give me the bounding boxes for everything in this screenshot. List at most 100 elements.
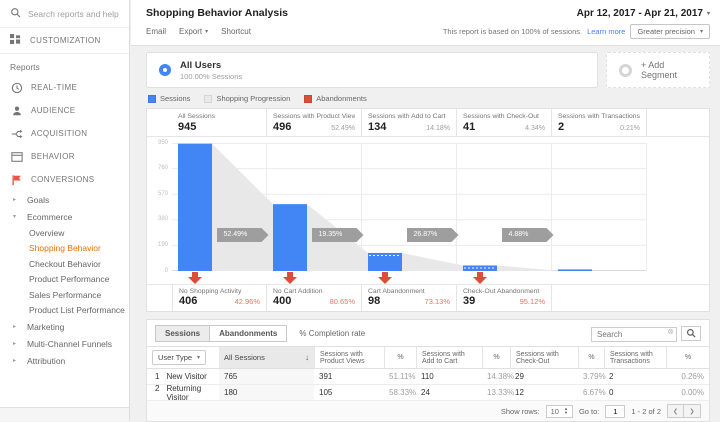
shopping-funnel-card: All Sessions 945 Sessions with Product V… (146, 108, 710, 312)
stage-pct: 4.34% (525, 125, 545, 132)
funnel-chart (172, 143, 647, 271)
column-header-product-views[interactable]: Sessions with Product Views (314, 347, 384, 368)
sidebar-item-label: AUDIENCE (31, 106, 76, 115)
export-button[interactable]: Export ▾ (179, 27, 208, 36)
sidebar-item-audience[interactable]: AUDIENCE (0, 99, 129, 122)
sidebar-item-real-time[interactable]: REAL-TIME (0, 76, 129, 99)
date-range-picker[interactable]: Apr 12, 2017 - Apr 21, 2017 ▾ (577, 8, 710, 19)
row-user-type: New Visitor (166, 372, 207, 381)
sidebar-item-behavior[interactable]: BEHAVIOR (0, 145, 129, 168)
learn-more-link[interactable]: Learn more (587, 27, 626, 36)
abandonment-value: 400 (273, 295, 292, 307)
column-header-label: % (493, 354, 500, 361)
window-icon (10, 150, 23, 163)
show-rows-select[interactable]: 10 ▲ ▼ (545, 404, 573, 418)
column-header-add-to-cart[interactable]: Sessions with Add to Cart (416, 347, 482, 368)
report-header: Shopping Behavior Analysis Apr 12, 2017 … (131, 0, 720, 46)
table-search-input[interactable] (591, 327, 677, 342)
sidebar-item-marketing[interactable]: ▸ Marketing (0, 318, 129, 335)
column-header-pct[interactable]: % (666, 347, 709, 368)
column-header-label: Sessions with Check-Out (516, 350, 559, 365)
abandonment-arrow-icon (378, 272, 392, 284)
sidebar-item-goals[interactable]: ▸ Goals (0, 191, 129, 208)
sidebar-search[interactable] (0, 0, 129, 28)
abandonment-cart-abandonment: Cart Abandonment 98 73.13% (362, 285, 457, 311)
sidebar-item-label: CONVERSIONS (31, 175, 95, 184)
tab-abandonments[interactable]: Abandonments (210, 324, 288, 342)
cell-add-to-cart: 110 (421, 372, 434, 381)
column-header-transactions[interactable]: Sessions with Transactions (604, 347, 666, 368)
clear-search-icon[interactable]: ⊗ (667, 326, 674, 336)
search-submit-button[interactable] (681, 325, 701, 341)
sidebar-item-label: REAL-TIME (31, 83, 78, 92)
add-segment-button[interactable]: + Add Segment (606, 52, 710, 88)
funnel-bar (273, 204, 307, 271)
column-header-check-out[interactable]: Sessions with Check-Out (510, 347, 578, 368)
column-header-pct[interactable]: % (384, 347, 416, 368)
table-row[interactable]: 2 Returning Visitor 180 105 58.33% 24 13.… (147, 384, 709, 402)
funnel-stage-transactions: Sessions with Transactions 2 0.21% (552, 109, 647, 136)
stage-label: Sessions with Check-Out (463, 113, 539, 120)
goto-label: Go to: (578, 406, 600, 416)
cell-pct: 0.26% (681, 372, 704, 381)
abandonment-label: No Cart Addition (273, 288, 323, 295)
sidebar-item-ecommerce[interactable]: ▾ Ecommerce (0, 208, 129, 225)
user-type-dropdown[interactable]: User Type ▾ (152, 350, 207, 365)
stepper-icon: ▲ ▼ (563, 406, 568, 415)
row-index: 1 (155, 372, 160, 381)
funnel-stage-check-out: Sessions with Check-Out 41 4.34% (457, 109, 552, 136)
column-header-all-sessions[interactable]: All Sessions ↓ (219, 347, 314, 368)
sidebar-item-label: Product Performance (29, 274, 110, 285)
customization-icon (10, 34, 21, 47)
sidebar-item-overview[interactable]: Overview (0, 225, 129, 241)
sidebar-item-customization[interactable]: CUSTOMIZATION (0, 28, 129, 54)
next-page-button[interactable]: ❯ (684, 404, 701, 418)
column-header-pct[interactable]: % (578, 347, 604, 368)
legend-swatch-icon (304, 94, 313, 103)
goto-page-input[interactable] (605, 404, 626, 418)
email-button[interactable]: Email (146, 27, 167, 36)
chevron-down-icon: ▾ (706, 10, 710, 17)
sidebar-item-shopping-behavior[interactable]: Shopping Behavior (0, 241, 129, 257)
sidebar-item-product-performance[interactable]: Product Performance (0, 272, 129, 288)
sidebar-item-conversions[interactable]: CONVERSIONS (0, 168, 129, 191)
chevron-right-icon: ▸ (13, 358, 17, 364)
completion-rate-toggle[interactable]: % Completion rate (299, 328, 366, 338)
segment-all-users[interactable]: All Users 100.00% Sessions (146, 52, 598, 88)
shortcut-button[interactable]: Shortcut (221, 27, 251, 36)
abandonment-row: No Shopping Activity 406 42.96% No Cart A… (147, 284, 709, 311)
abandonment-label: Cart Abandonment (368, 288, 425, 295)
sidebar-item-label: Shopping Behavior (29, 243, 101, 254)
add-segment-label: + Add Segment (641, 60, 678, 80)
abandonment-check-out-abandonment: Check-Out Abandonment 39 95.12% (457, 285, 552, 311)
tab-sessions[interactable]: Sessions (155, 324, 211, 342)
previous-page-button[interactable]: ❮ (667, 404, 684, 418)
cell-product-views: 391 (319, 372, 333, 381)
sidebar-item-multi-channel-funnels[interactable]: ▸ Multi-Channel Funnels (0, 335, 129, 352)
funnel-stage-add-to-cart: Sessions with Add to Cart 134 14.18% (362, 109, 457, 136)
table-row[interactable]: 1 New Visitor 765 391 51.11% 110 14.38% 2… (147, 369, 709, 385)
stage-value: 134 (368, 121, 387, 133)
segment-detail: 100.00% Sessions (180, 71, 243, 81)
legend-item-shopping-progression: Shopping Progression (204, 94, 290, 103)
chevron-down-icon: ▾ (699, 29, 703, 35)
cell-pct: 14.38% (487, 372, 515, 381)
precision-dropdown[interactable]: Greater precision ▾ (630, 24, 710, 39)
sidebar-item-acquisition[interactable]: ACQUISITION (0, 122, 129, 145)
search-reports-input[interactable] (28, 8, 120, 19)
cell-add-to-cart: 24 (421, 388, 430, 397)
cell-product-views: 105 (319, 388, 333, 397)
sidebar-item-label: Sales Performance (29, 289, 102, 300)
sidebar-item-product-list-performance[interactable]: Product List Performance (0, 303, 129, 319)
abandonment-label: Check-Out Abandonment (463, 288, 540, 295)
sidebar-footer (0, 407, 129, 421)
progression-badge: 4.88% (502, 228, 554, 242)
sidebar-item-attribution[interactable]: ▸ Attribution (0, 352, 129, 369)
column-header-pct[interactable]: % (482, 347, 510, 368)
sidebar-item-checkout-behavior[interactable]: Checkout Behavior (0, 256, 129, 272)
cell-transactions: 0 (609, 388, 614, 397)
table-header-row: User Type ▾ All Sessions ↓ Sessions with… (147, 346, 709, 369)
sidebar-item-sales-performance[interactable]: Sales Performance (0, 287, 129, 303)
person-icon (10, 104, 23, 117)
chevron-down-icon: ▾ (205, 29, 209, 35)
